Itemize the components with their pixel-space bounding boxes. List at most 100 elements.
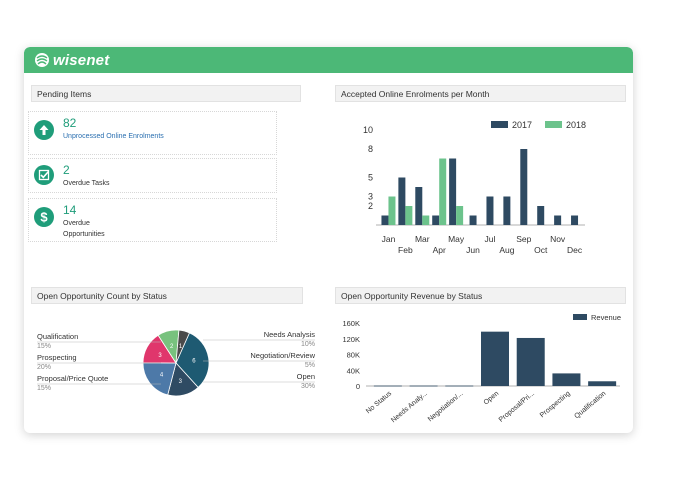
x-tick-label: Feb [398,245,413,255]
logo[interactable]: wisenet [34,51,109,69]
pie-slice-value: 1 [179,344,183,350]
x-tick-label: No Status [365,390,393,415]
legend-label-revenue: Revenue [591,313,621,322]
pending-count: 14 [63,203,77,217]
y-tick-label: 80K [347,351,360,360]
bar-2017 [415,187,423,225]
logo-text: wisenet [53,51,110,69]
revenue-status-header: Open Opportunity Revenue by Status [335,287,626,304]
pending-item-enrolments[interactable]: 82 Unprocessed Online Enrolments [28,111,277,155]
dollar-icon: $ [34,207,54,227]
revenue-bar [445,385,474,387]
bar-2017 [520,149,528,225]
bar-2018 [422,215,430,225]
y-tick-label: 120K [342,335,360,344]
pending-label: Overdue Tasks [63,180,110,187]
pie-label-name: Prospecting [37,353,77,362]
pie-slice [175,332,210,388]
pie-label-pct: 10% [301,341,315,348]
revenue-bar [552,373,581,386]
x-tick-label: Proposal/Pri... [498,390,536,424]
x-tick-label: Jun [466,245,480,255]
pie-slice-value: 3 [158,353,162,359]
legend-label-2018: 2018 [566,120,586,130]
bar-2017 [432,215,440,225]
pie-label-name: Proposal/Price Quote [37,374,108,383]
x-tick-label: Sep [516,234,531,244]
x-tick-label: Jan [382,234,396,244]
pending-label: Overdue Opportunities [63,220,105,238]
pie-label-pct: 30% [301,383,315,390]
bar-2017 [503,196,511,225]
y-tick-label: 5 [368,173,373,183]
top-bar: wisenet [24,47,633,73]
pie-label-name: Needs Analysis [264,330,316,339]
bar-2018 [439,158,447,225]
x-tick-label: May [448,234,465,244]
x-tick-label: Negotiation/... [427,390,465,423]
x-tick-label: Needs Analy... [390,390,429,424]
pending-item-tasks[interactable]: 2 Overdue Tasks [28,158,277,193]
enrolments-chart-title: Accepted Online Enrolments per Month [341,89,490,99]
x-tick-label: Jul [485,234,496,244]
pie-slice-value: 2 [170,344,174,350]
pie-label-name: Qualification [37,332,78,341]
pie-slice-value: 4 [160,373,164,379]
legend-swatch-revenue [573,314,587,320]
y-tick-label: 0 [356,382,360,391]
bar-2017 [449,158,457,225]
pending-count: 82 [63,116,77,130]
y-tick-label: 8 [368,144,373,154]
pie-slice-value: 6 [192,359,196,365]
pie-label-pct: 20% [37,364,51,371]
pending-items-header: Pending Items [31,85,301,102]
svg-text:$: $ [40,210,48,225]
pending-count: 2 [63,163,70,177]
y-tick-label: 160K [342,319,360,328]
revenue-bar [588,381,617,386]
revenue-bar [481,331,509,386]
pending-item-opportunities[interactable]: $ 14 Overdue Opportunities [28,198,277,242]
enrolments-chart-header: Accepted Online Enrolments per Month [335,85,626,102]
checkbox-icon [34,165,54,185]
legend-label-2017: 2017 [512,120,532,130]
bar-2017 [486,196,494,225]
y-tick-label: 3 [368,192,373,202]
pending-items-title: Pending Items [37,89,92,99]
revenue-status-title: Open Opportunity Revenue by Status [341,291,483,301]
bar-2017 [381,215,389,225]
y-tick-label: 2 [368,201,373,211]
arrow-up-icon [34,120,54,140]
y-tick-label: 10 [363,125,373,135]
count-status-header: Open Opportunity Count by Status [31,287,303,304]
bar-2017 [469,215,477,225]
pie-label-name: Negotiation/Review [250,351,315,360]
pie-slice [142,362,177,396]
bar-2018 [456,206,464,225]
x-tick-label: Apr [433,245,446,255]
bar-2017 [554,215,562,225]
pie-slice-value: 3 [179,379,183,385]
revenue-bar [373,385,402,387]
legend-swatch-2018 [545,121,562,128]
pie-label-pct: 15% [37,385,51,392]
bar-2018 [388,196,396,225]
x-tick-label: Prospecting [539,390,572,419]
x-tick-label: Open [483,390,501,406]
x-tick-label: Qualification [573,390,607,420]
pie-label-pct: 5% [305,362,315,369]
pending-label-link[interactable]: Unprocessed Online Enrolments [63,133,164,140]
pie-label-pct: 15% [37,343,51,350]
count-status-pie-chart: 6 3 4 3 2 1 Qualification 15% Prospecting 20% Prop… [37,329,316,397]
legend-swatch-2017 [491,121,508,128]
bar-2017 [398,177,406,225]
x-tick-label: Dec [567,245,583,255]
bar-2018 [405,206,413,225]
logo-icon [35,53,49,67]
revenue-bar [516,337,545,386]
x-tick-label: Mar [415,234,430,244]
x-tick-label: Nov [550,234,566,244]
count-status-title: Open Opportunity Count by Status [37,291,167,301]
